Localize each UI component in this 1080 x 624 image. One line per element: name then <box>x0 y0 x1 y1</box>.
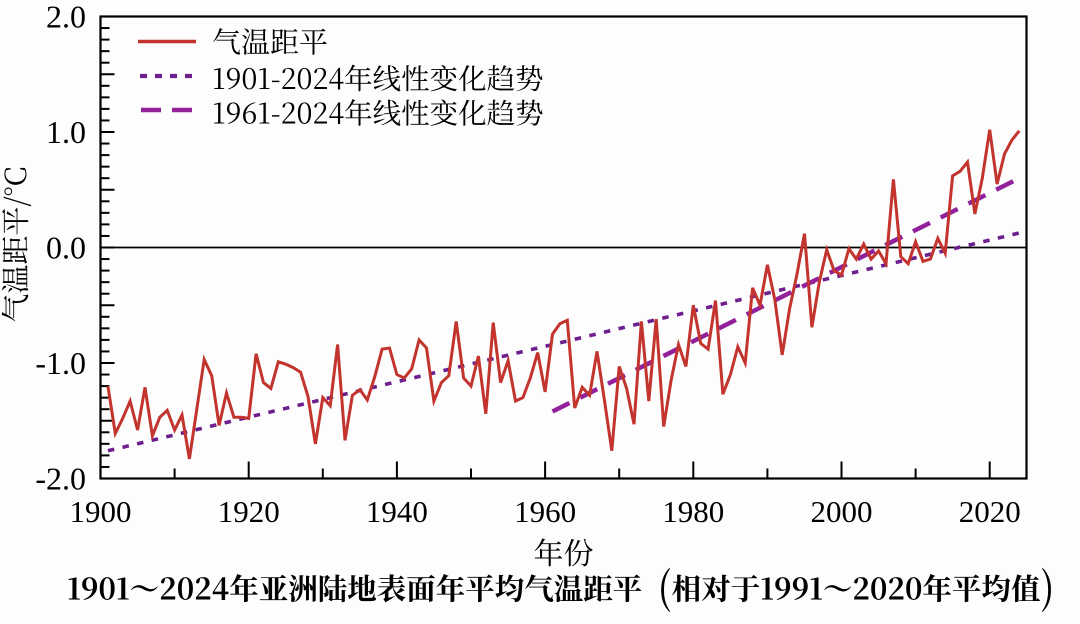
svg-text:1.0: 1.0 <box>46 114 86 150</box>
svg-text:1920: 1920 <box>218 494 280 529</box>
svg-text:2000: 2000 <box>811 494 873 529</box>
svg-text:1980: 1980 <box>662 494 724 529</box>
svg-text:1960: 1960 <box>514 494 576 529</box>
svg-text:1940: 1940 <box>366 494 428 529</box>
svg-text:1900: 1900 <box>70 494 132 529</box>
svg-text:-2.0: -2.0 <box>35 461 86 497</box>
svg-text:-1.0: -1.0 <box>35 345 86 381</box>
svg-text:2.0: 2.0 <box>46 0 86 35</box>
svg-text:2020: 2020 <box>959 494 1021 529</box>
svg-text:0.0: 0.0 <box>46 230 86 266</box>
